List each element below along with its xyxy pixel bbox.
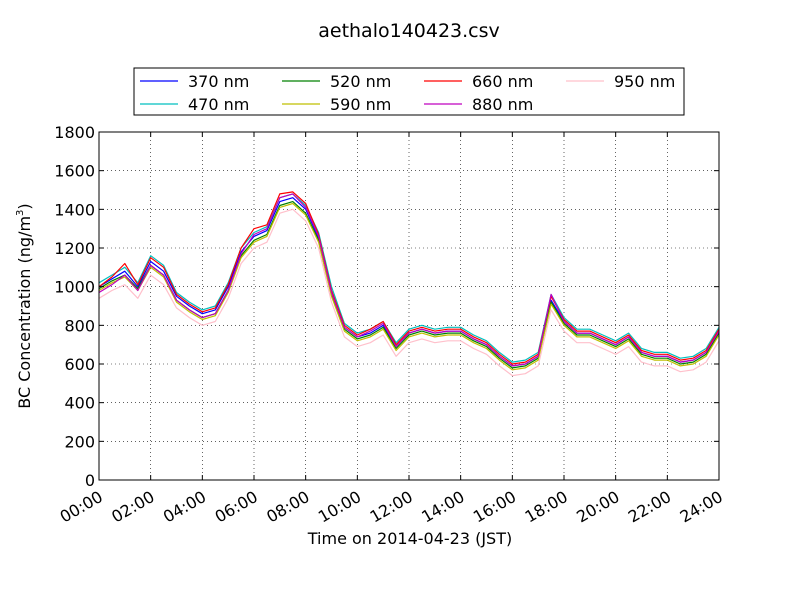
x-tick-label: 04:00 bbox=[160, 487, 209, 527]
x-tick-label: 14:00 bbox=[418, 487, 467, 527]
y-tick-label: 1200 bbox=[54, 239, 95, 258]
chart-title: aethalo140423.csv bbox=[318, 20, 500, 42]
x-tick-label: 22:00 bbox=[625, 487, 674, 527]
series-line-880-nm bbox=[98, 193, 720, 367]
x-tick-label: 12:00 bbox=[367, 487, 416, 527]
axis-ticks: 0 200 400 600 800 1000 1200 1400 1600 1800 00:00 02… bbox=[54, 123, 726, 527]
legend: 370 nm 470 nm 520 nm 590 nm 660 nm 880 nm 950 … bbox=[133, 67, 685, 116]
x-tick-label: 02:00 bbox=[108, 487, 157, 527]
y-tick-label: 200 bbox=[64, 432, 95, 451]
y-tick-label: 400 bbox=[64, 394, 95, 413]
legend-label-660-nm: 660 nm bbox=[472, 72, 533, 91]
series-line-660-nm bbox=[98, 191, 720, 365]
x-tick-label: 00:00 bbox=[57, 487, 106, 527]
y-axis-label: BC Concentration (ng/m3) bbox=[15, 203, 34, 408]
x-tick-label: 10:00 bbox=[315, 487, 364, 527]
y-tick-label: 800 bbox=[64, 316, 95, 335]
legend-label-470-nm: 470 nm bbox=[188, 95, 249, 114]
x-tick-label: 06:00 bbox=[212, 487, 261, 527]
x-tick-label: 16:00 bbox=[470, 487, 519, 527]
x-tick-label: 24:00 bbox=[677, 487, 726, 527]
y-axis-label-suffix: ) bbox=[15, 203, 34, 209]
series-line-590-nm bbox=[98, 202, 720, 371]
series-line-470-nm bbox=[98, 193, 720, 363]
y-tick-label: 1800 bbox=[54, 123, 95, 142]
legend-label-880-nm: 880 nm bbox=[472, 95, 533, 114]
x-tick-label: 08:00 bbox=[263, 487, 312, 527]
y-axis-label-superscript: 3 bbox=[15, 210, 26, 216]
x-tick-label: 18:00 bbox=[522, 487, 571, 527]
x-axis-label: Time on 2014-04-23 (JST) bbox=[307, 529, 512, 548]
y-tick-label: 1600 bbox=[54, 162, 95, 181]
series-lines bbox=[98, 191, 720, 377]
series-line-950-nm bbox=[98, 208, 720, 377]
y-tick-label: 1000 bbox=[54, 278, 95, 297]
legend-box bbox=[133, 67, 685, 116]
y-tick-label: 1400 bbox=[54, 200, 95, 219]
legend-label-590-nm: 590 nm bbox=[330, 95, 391, 114]
y-axis-label-main: BC Concentration (ng/m bbox=[15, 216, 34, 409]
legend-label-370-nm: 370 nm bbox=[188, 72, 249, 91]
legend-label-520-nm: 520 nm bbox=[330, 72, 391, 91]
legend-label-950-nm: 950 nm bbox=[614, 72, 675, 91]
y-tick-label: 0 bbox=[85, 471, 95, 490]
grid bbox=[99, 132, 719, 480]
x-tick-label: 20:00 bbox=[573, 487, 622, 527]
y-tick-label: 600 bbox=[64, 355, 95, 374]
